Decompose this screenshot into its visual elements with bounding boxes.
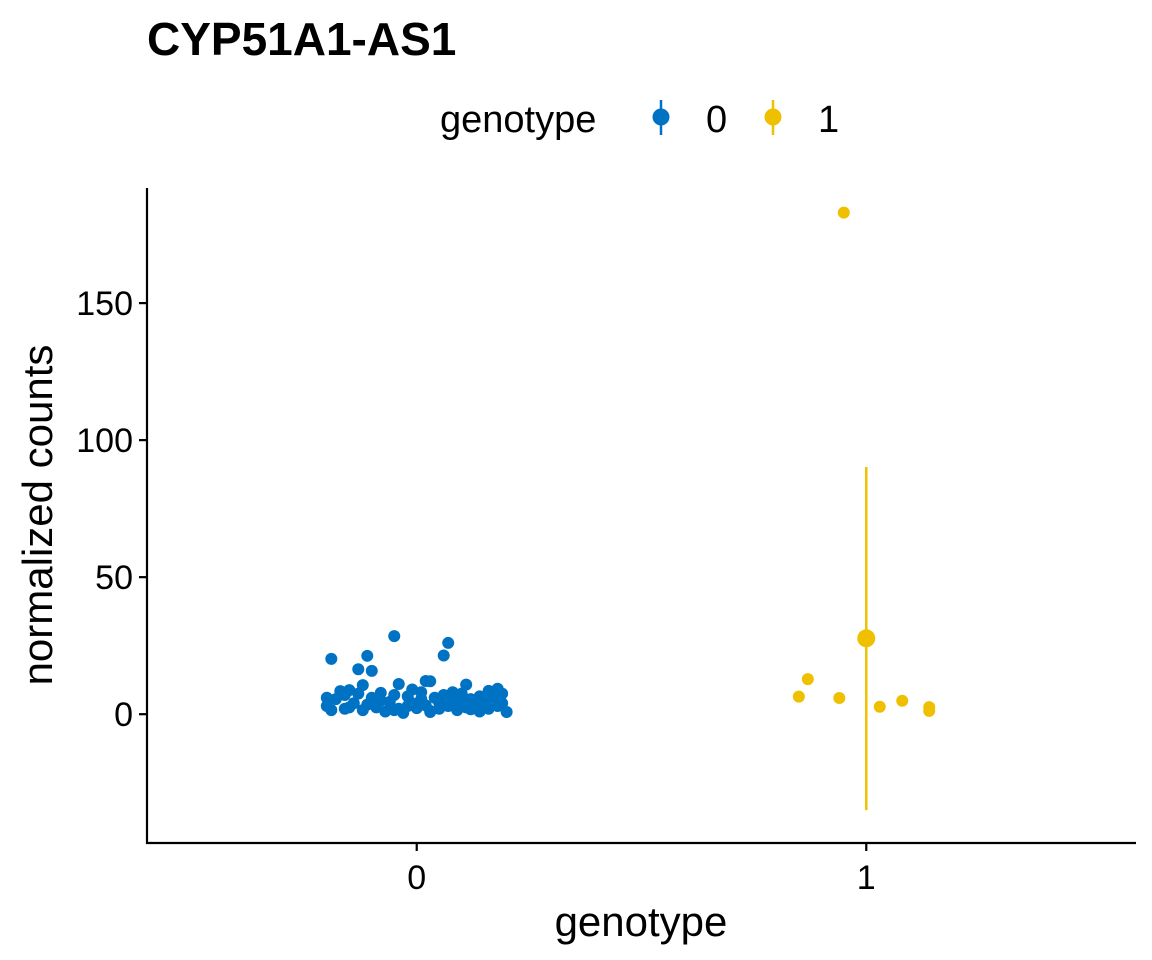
x-tick-label: 1 (857, 859, 876, 897)
legend-key-1 (764, 100, 782, 135)
data-point-genotype-0 (424, 706, 437, 718)
data-point-genotype-0 (343, 701, 356, 714)
data-point-genotype-0 (379, 705, 392, 718)
y-axis-title: normalized counts (14, 345, 61, 686)
x-tick-label: 0 (407, 859, 426, 897)
data-point-genotype-0 (437, 649, 450, 662)
data-point-genotype-0 (442, 636, 455, 649)
legend-key-0 (652, 100, 670, 135)
data-point-genotype-0 (320, 691, 333, 704)
data-point-genotype-0 (325, 704, 338, 717)
y-axis: 0 50 100 150 (76, 285, 147, 734)
data-point-genotype-0 (352, 663, 365, 676)
data-point-genotype-1 (873, 700, 886, 713)
y-tick-label: 0 (114, 696, 133, 734)
legend-title: genotype (440, 99, 596, 141)
summary-mean-dot (857, 629, 876, 648)
legend-key-1-dot (764, 108, 782, 126)
y-tick-label: 100 (76, 422, 133, 460)
summary-layer (857, 466, 876, 811)
data-point-genotype-0 (482, 684, 495, 697)
data-point-genotype-0 (464, 703, 477, 716)
data-point-genotype-0 (392, 678, 405, 691)
y-tick-label: 150 (76, 285, 133, 323)
data-point-genotype-0 (338, 689, 351, 702)
data-point-genotype-0 (388, 689, 401, 702)
data-point-genotype-0 (388, 630, 401, 643)
legend-label-0: 0 (706, 99, 727, 141)
points-layer (320, 206, 936, 719)
data-point-genotype-1 (896, 694, 909, 707)
data-point-genotype-0 (352, 687, 365, 700)
data-point-genotype-0 (388, 704, 401, 717)
data-point-genotype-0 (325, 652, 338, 665)
data-point-genotype-0 (329, 693, 342, 706)
data-point-genotype-1 (837, 206, 850, 219)
data-point-genotype-0 (419, 675, 432, 688)
legend: genotype 0 1 (440, 99, 839, 141)
data-point-genotype-0 (496, 697, 509, 710)
data-point-genotype-0 (406, 683, 419, 696)
data-point-genotype-0 (365, 664, 378, 677)
data-point-genotype-0 (374, 686, 387, 699)
x-axis-title: genotype (555, 898, 728, 945)
data-point-genotype-0 (496, 687, 509, 700)
data-point-genotype-1 (923, 704, 936, 717)
data-point-genotype-0 (460, 678, 473, 691)
y-tick-label: 50 (95, 559, 133, 597)
data-point-genotype-1 (833, 692, 846, 705)
legend-label-1: 1 (818, 99, 839, 141)
data-point-genotype-0 (446, 686, 459, 699)
data-point-genotype-1 (792, 690, 805, 703)
axes-lines (145, 188, 1136, 845)
chart-title: CYP51A1-AS1 (147, 13, 456, 65)
legend-key-0-dot (652, 108, 670, 126)
data-point-genotype-1 (801, 673, 814, 686)
data-point-genotype-0 (361, 649, 374, 662)
data-point-genotype-0 (455, 687, 468, 700)
